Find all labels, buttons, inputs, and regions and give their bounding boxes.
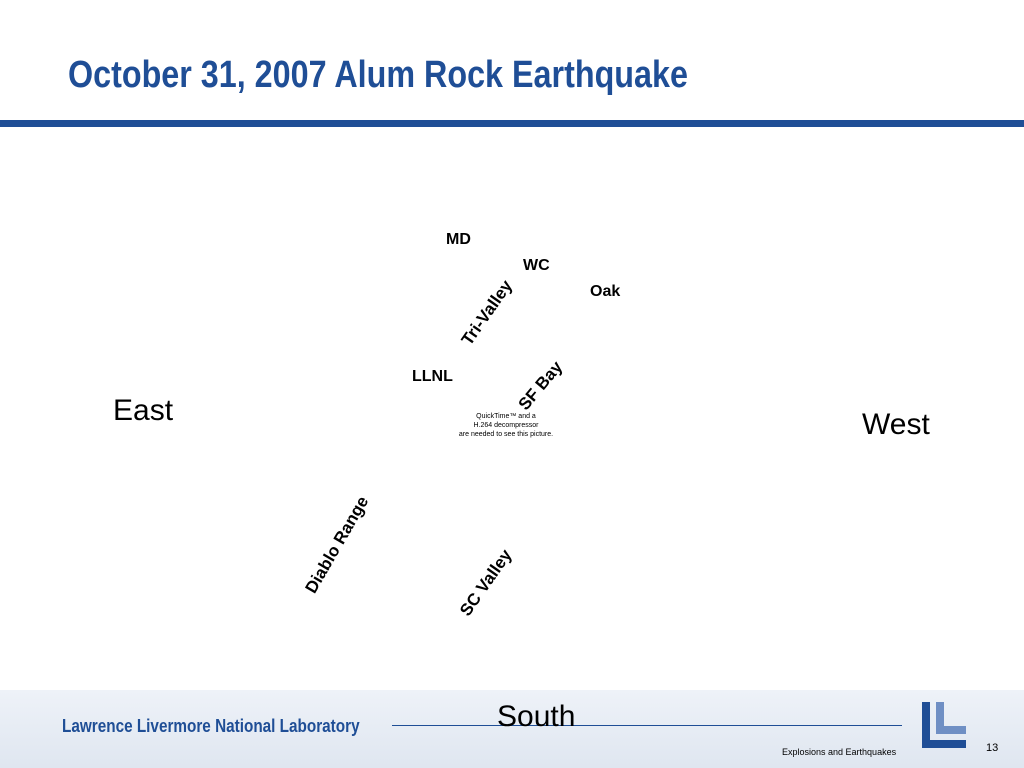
placeholder-line: are needed to see this picture. bbox=[458, 431, 554, 438]
logo-shape bbox=[922, 702, 966, 748]
placeholder-text: QuickTime™ and a H.264 decompressor are … bbox=[450, 412, 562, 439]
footer-rule bbox=[392, 725, 902, 726]
footer bbox=[0, 690, 1024, 768]
map-label: LLNL bbox=[412, 368, 453, 385]
direction-label: West bbox=[862, 408, 930, 441]
map-label: WC bbox=[523, 257, 550, 274]
footer-subtitle: Explosions and Earthquakes bbox=[782, 747, 897, 757]
logo bbox=[922, 702, 966, 748]
direction-label: East bbox=[113, 394, 174, 427]
region-label: Diablo Range bbox=[301, 492, 373, 597]
region-label: SF Bay bbox=[514, 357, 567, 414]
map-label: Oak bbox=[590, 283, 621, 300]
region-label: SC Valley bbox=[456, 545, 516, 620]
region-label: Tri-Valley bbox=[457, 276, 517, 349]
placeholder-line: QuickTime™ and a bbox=[476, 413, 536, 420]
map-label: MD bbox=[446, 231, 471, 248]
page-number: 13 bbox=[986, 742, 999, 754]
placeholder-line: H.264 decompressor bbox=[473, 422, 539, 429]
logo-shape bbox=[936, 702, 966, 734]
footer-org: Lawrence Livermore National Laboratory bbox=[62, 716, 360, 736]
slide-title: October 31, 2007 Alum Rock Earthquake bbox=[68, 54, 688, 96]
direction-label: South bbox=[497, 700, 576, 733]
title-rule bbox=[0, 120, 1024, 127]
